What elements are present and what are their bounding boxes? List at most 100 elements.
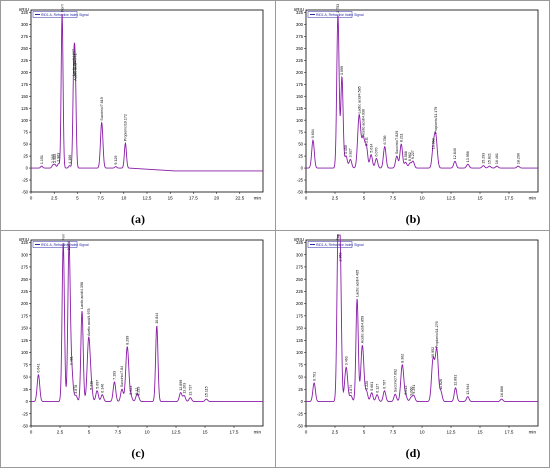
y-tick-label: -50 (297, 190, 304, 195)
x-tick-label: 5 (76, 196, 79, 201)
panel-d: nRIU RID1 A, Refractive Index Signal -50 -2… (280, 234, 546, 464)
panel-label-a: (a) (131, 212, 145, 226)
peak-label: 8.588 (404, 151, 408, 160)
x-tick-label: 7.5 (390, 430, 397, 435)
peak-label: 13.737 (189, 385, 193, 396)
x-tick-label: 0 (305, 196, 308, 201)
y-tick-label: -25 (22, 178, 29, 183)
peak-label: 1.151 (40, 155, 44, 164)
peak-label: 12.899 (179, 380, 183, 391)
signal-legend-box (307, 11, 353, 18)
x-tick-label: 2.5 (332, 430, 339, 435)
y-tick-label: 150 (21, 326, 29, 331)
x-tick-label: 15 (202, 430, 208, 435)
x-tick-label: 12.5 (172, 430, 181, 435)
peak-label: Propionic/10.172 (124, 114, 128, 141)
peak-label: 5.661 (370, 382, 374, 391)
y-tick-label: 325 (296, 240, 304, 245)
peak-label: 15.293 (482, 153, 486, 164)
peak-label: Acetic acid/4.936 (362, 109, 366, 136)
y-tick-label: -50 (22, 424, 29, 429)
peak-label: 10.963 (431, 138, 435, 149)
peak-label: 15.821 (488, 153, 492, 164)
y-tick-label: 275 (296, 34, 304, 39)
x-unit-label: min (254, 430, 262, 435)
y-tick-label: -25 (297, 411, 304, 416)
peak-label: 13.956 (466, 151, 470, 162)
x-tick-label: 2.5 (51, 196, 58, 201)
y-tick-label: 200 (21, 301, 29, 306)
peak-label: 2.365 (51, 154, 55, 163)
y-tick-label: 150 (296, 94, 304, 99)
peak-label: 8.613 (404, 386, 408, 395)
x-tick-label: 0 (30, 430, 33, 435)
x-tick-label: 20 (214, 196, 220, 201)
signal-legend-label: RID1 A, Refractive Index Signal (316, 243, 364, 247)
y-tick-label: 300 (21, 252, 29, 257)
peak-label: 5.220 (365, 381, 369, 390)
y-tick-label: 250 (296, 46, 304, 51)
y-tick-label: 0 (26, 399, 29, 404)
peak-label: 2.585 (53, 154, 57, 163)
peak-label: Succinic/7.829 (395, 131, 399, 154)
x-unit-label: min (254, 196, 262, 201)
signal-legend-label: RID1 A, Refractive Index Signal (41, 13, 89, 17)
y-tick-label: -50 (22, 190, 29, 195)
y-tick-label: 300 (296, 22, 304, 27)
y-tick-label: 250 (21, 277, 29, 282)
peak-label: Succinic/7.692 (393, 369, 397, 392)
signal-legend-box (32, 11, 78, 18)
peak-label: 9.233 (136, 387, 140, 396)
x-tick-label: 10 (144, 430, 150, 435)
y-tick-label: 225 (21, 289, 29, 294)
x-tick-label: 7.5 (115, 430, 122, 435)
peak-label: 3.874 (349, 385, 353, 394)
peak-label: 8.623 (129, 386, 133, 395)
panel-b: nRIU RID1 A, Refractive Index Signal -50 -2… (280, 4, 546, 228)
peak-label: 12.840 (453, 148, 457, 159)
peak-label: 8.211 (399, 133, 403, 142)
peak-label: 11.626 (439, 379, 443, 390)
y-tick-label: 200 (296, 301, 304, 306)
y-tick-label: 125 (296, 338, 304, 343)
peak-label: 3.878 (74, 385, 78, 394)
y-tick-label: 225 (21, 58, 29, 63)
x-tick-label: 2.5 (332, 196, 339, 201)
y-tick-label: 0 (26, 166, 29, 171)
peak-label: Lactic acid/4.585 (357, 86, 361, 113)
peak-label: 16.866 (500, 386, 504, 397)
y-tick-label: 25 (23, 387, 28, 392)
signal-trace (306, 234, 538, 402)
y-tick-label: 325 (296, 10, 304, 15)
signal-legend-label: RID1 A, Refractive Index Signal (41, 243, 89, 247)
x-unit-label: min (529, 430, 537, 435)
x-tick-label: 5 (363, 196, 366, 201)
peak-label: 9.227 (411, 150, 415, 159)
peak-label: 9.12 (135, 388, 139, 395)
chromatogram-c: nRIU RID1 A, Refractive Index Signal -50 -2… (19, 234, 264, 435)
peak-label: 0.604 (311, 129, 315, 138)
x-tick-label: 15 (477, 196, 483, 201)
x-tick-label: 17.5 (189, 196, 198, 201)
y-tick-label: 200 (296, 70, 304, 75)
peak-label: 6.127 (375, 384, 379, 393)
y-tick-label: 25 (23, 154, 28, 159)
peak-label: Lactic acid/4.398 (80, 282, 84, 309)
peak-label: 9.060 (409, 387, 413, 396)
panel-a: nRIU RID1 A, Refractive Index Signal -50 -2… (5, 4, 271, 228)
peak-label: 0.641 (37, 364, 41, 373)
y-tick-label: 225 (296, 58, 304, 63)
y-tick-label: 275 (21, 265, 29, 270)
signal-legend-label: RID1 A, Refractive Index Signal (316, 13, 364, 17)
peak-label: Formic acid/3.352 (60, 4, 64, 12)
panel-c: nRIU RID1 A, Refractive Index Signal -50 -2… (5, 234, 271, 464)
y-tick-label: 25 (298, 387, 303, 392)
y-tick-label: 75 (298, 362, 303, 367)
peak-label: 5.211 (90, 381, 94, 390)
y-tick-label: 0 (301, 399, 304, 404)
peak-label: 6.070 (375, 148, 379, 157)
peak-label: 5.614 (369, 144, 373, 153)
y-unit-label: nRIU (294, 237, 304, 242)
signal-trace (31, 242, 263, 402)
